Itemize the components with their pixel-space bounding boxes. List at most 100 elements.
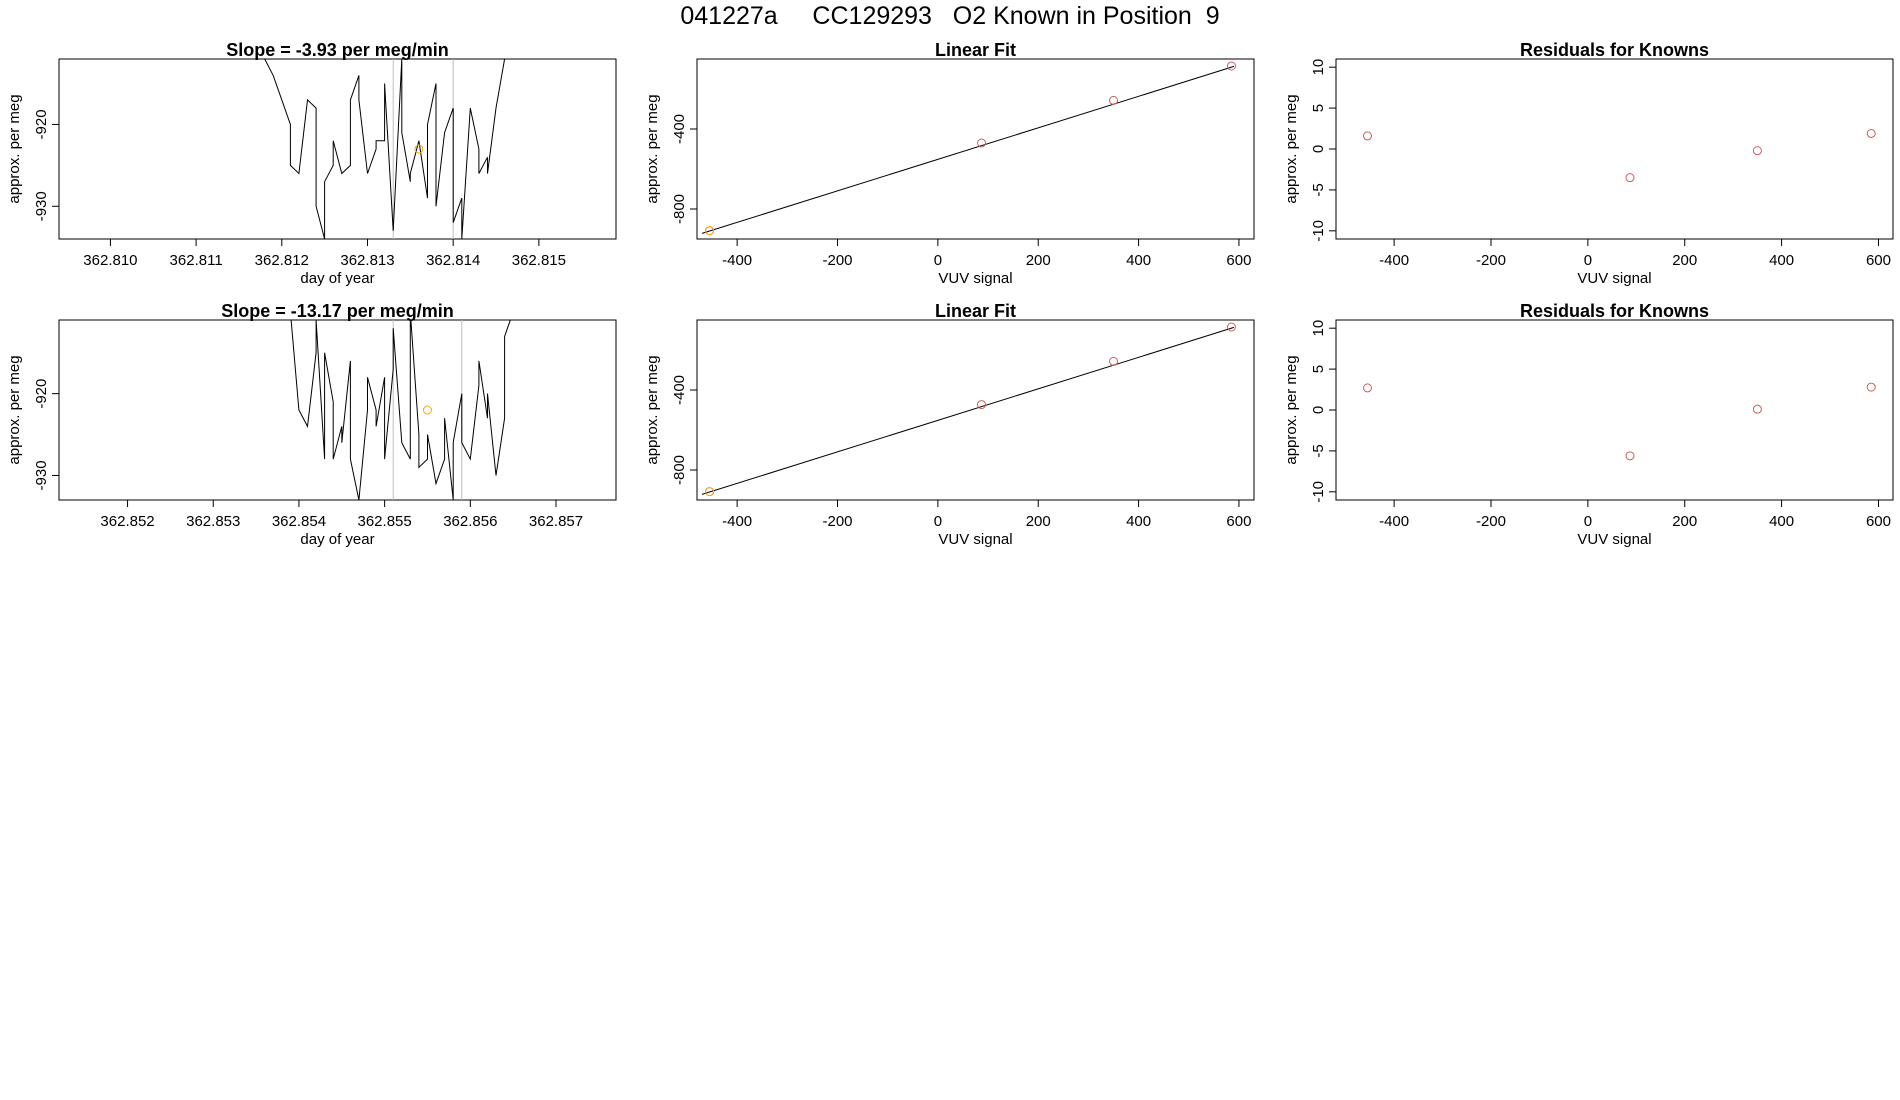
y-tick-label: -10 — [1310, 220, 1327, 242]
y-axis-label: approx. per meg — [644, 355, 661, 464]
panel-slope-1: Slope = -3.93 per meg/min 362.810 362.811 3… — [6, 40, 617, 287]
series-line — [264, 59, 506, 239]
x-tick-label: 400 — [1126, 252, 1151, 269]
known-point — [977, 400, 987, 410]
y-tick-label: -800 — [671, 194, 688, 224]
x-tick-label: 362.814 — [426, 252, 480, 269]
known-point — [1108, 95, 1118, 105]
y-tick-label: 0 — [1310, 145, 1327, 153]
y-axis-label: approx. per meg — [6, 355, 23, 464]
x-tick-label: 362.856 — [443, 513, 497, 530]
chart-title: Residuals for Knowns — [1520, 40, 1709, 60]
x-axis-label: VUV signal — [1577, 270, 1651, 287]
known-point — [1226, 61, 1236, 71]
chart-title: Residuals for Knowns — [1520, 301, 1709, 321]
y-tick-label: 10 — [1310, 59, 1327, 76]
plot-frame — [58, 319, 617, 501]
x-tick-label: -400 — [1379, 252, 1409, 269]
x-tick-label: 0 — [934, 252, 942, 269]
plot-area — [701, 61, 1236, 236]
chart-title: Slope = -3.93 per meg/min — [226, 40, 449, 60]
y-tick-label: -920 — [33, 109, 50, 139]
x-tick-label: 400 — [1126, 513, 1151, 530]
x-tick-label: 362.812 — [255, 252, 309, 269]
y-tick-label: -5 — [1310, 444, 1327, 457]
x-tick-label: 362.853 — [186, 513, 240, 530]
plot-area — [264, 59, 506, 239]
known-point — [977, 138, 987, 148]
y-tick-label: -930 — [33, 191, 50, 221]
x-tick-label: 600 — [1866, 513, 1891, 530]
x-tick-label: 362.854 — [272, 513, 326, 530]
sample-point — [414, 144, 424, 154]
x-tick-label: -200 — [822, 513, 852, 530]
plot-frame — [696, 319, 1255, 501]
x-tick-label: 600 — [1866, 252, 1891, 269]
panel-linear-fit-1: Linear Fit -400 -200 0 200 400 600 -800 -400 VUV … — [644, 40, 1255, 287]
fit-line — [701, 65, 1235, 234]
plot-area — [1362, 382, 1876, 461]
known-point — [1625, 451, 1635, 461]
plot-area — [1362, 128, 1876, 183]
x-tick-label: -200 — [1476, 252, 1506, 269]
x-tick-label: 400 — [1769, 252, 1794, 269]
known-point — [1752, 146, 1762, 156]
plot-frame — [1335, 319, 1894, 501]
y-axis-label: approx. per meg — [1283, 94, 1300, 203]
y-tick-label: 5 — [1310, 104, 1327, 112]
known-point — [1362, 131, 1372, 141]
sample-point — [705, 226, 715, 236]
chart-title: Linear Fit — [935, 40, 1016, 60]
plot-frame — [58, 58, 617, 240]
x-tick-label: 362.855 — [358, 513, 412, 530]
sample-point — [422, 405, 432, 415]
x-axis-label: VUV signal — [1577, 531, 1651, 548]
x-tick-label: -200 — [822, 252, 852, 269]
x-tick-label: -200 — [1476, 513, 1506, 530]
y-tick-label: 0 — [1310, 406, 1327, 414]
x-tick-label: 362.811 — [170, 252, 223, 269]
panel-linear-fit-2: Linear Fit -400 -200 0 200 400 600 -800 -400 VUV … — [644, 301, 1255, 548]
page-title: 041227a CC129293 O2 Known in Position 9 — [680, 2, 1220, 30]
x-tick-label: 362.857 — [529, 513, 583, 530]
y-tick-label: 10 — [1310, 320, 1327, 337]
y-tick-label: -800 — [671, 455, 688, 485]
plot-frame — [696, 58, 1255, 240]
plot-area — [290, 320, 511, 500]
y-tick-label: -10 — [1310, 481, 1327, 503]
x-axis-label: day of year — [300, 531, 374, 548]
x-tick-label: 200 — [1672, 252, 1697, 269]
x-tick-label: 200 — [1672, 513, 1697, 530]
plot-area — [701, 322, 1236, 497]
x-axis-label: VUV signal — [938, 531, 1012, 548]
known-point — [1625, 173, 1635, 183]
x-tick-label: 400 — [1769, 513, 1794, 530]
x-axis-label: VUV signal — [938, 270, 1012, 287]
x-tick-label: 200 — [1026, 513, 1051, 530]
x-tick-label: 362.813 — [340, 252, 394, 269]
panel-residuals-2: Residuals for Knowns -400 -200 0 200 400 600 -1… — [1283, 301, 1894, 548]
known-point — [1108, 356, 1118, 366]
y-tick-label: 5 — [1310, 365, 1327, 373]
y-axis-label: approx. per meg — [1283, 355, 1300, 464]
known-point — [1866, 128, 1876, 138]
known-point — [1752, 404, 1762, 414]
chart-title: Slope = -13.17 per meg/min — [221, 301, 454, 321]
plot-frame — [1335, 58, 1894, 240]
x-tick-label: 0 — [1584, 513, 1592, 530]
x-tick-label: -400 — [722, 513, 752, 530]
known-point — [1362, 383, 1372, 393]
series-line — [290, 320, 511, 500]
panel-residuals-1: Residuals for Knowns -400 -200 0 200 400 600 -1… — [1283, 40, 1894, 287]
y-tick-label: -400 — [671, 375, 688, 405]
x-tick-label: 600 — [1226, 252, 1251, 269]
x-tick-label: 362.815 — [512, 252, 566, 269]
x-tick-label: 200 — [1026, 252, 1051, 269]
x-tick-label: 600 — [1226, 513, 1251, 530]
chart-title: Linear Fit — [935, 301, 1016, 321]
y-tick-label: -400 — [671, 114, 688, 144]
x-tick-label: 362.852 — [100, 513, 154, 530]
x-tick-label: 0 — [1584, 252, 1592, 269]
y-axis-label: approx. per meg — [644, 94, 661, 203]
